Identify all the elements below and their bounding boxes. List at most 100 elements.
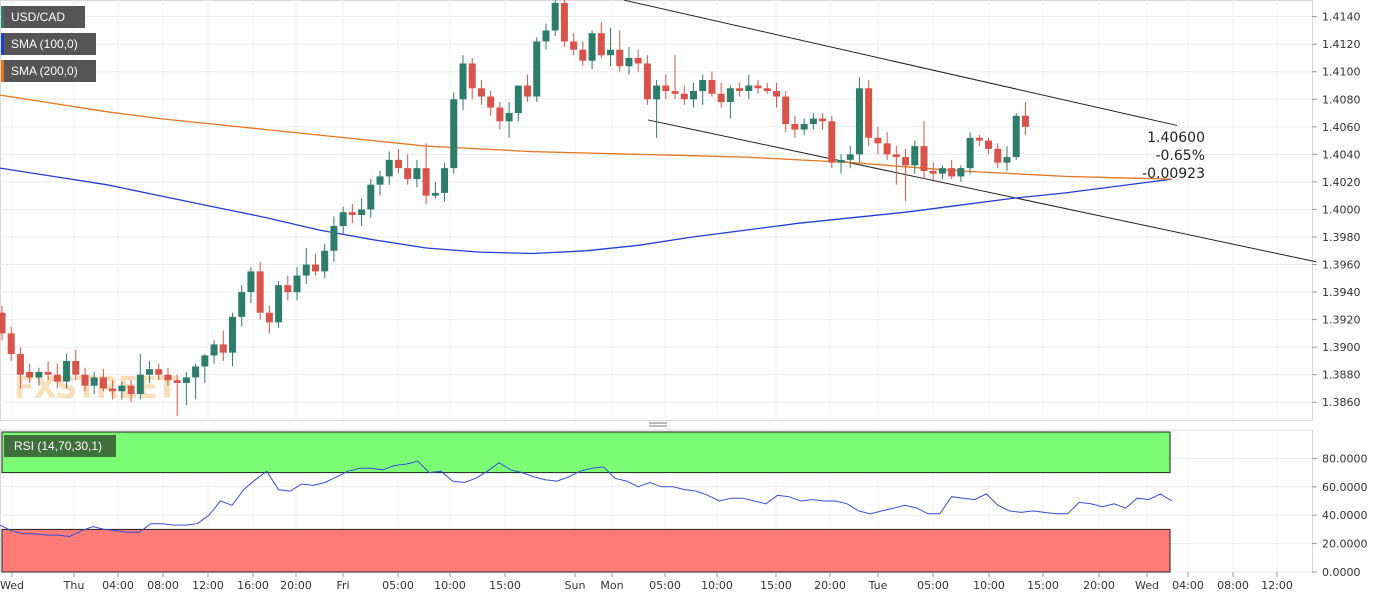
candle: [892, 146, 900, 185]
candle-body: [26, 371, 34, 378]
candle: [505, 102, 513, 138]
candle: [902, 148, 910, 202]
x-tick-label: Thu: [63, 579, 85, 592]
candle-body: [736, 88, 744, 92]
candle-body: [782, 96, 790, 125]
candle-body: [911, 146, 919, 166]
change-pct-label: -0.65%: [1155, 148, 1205, 164]
legend-sma100[interactable]: SMA (100,0): [1, 33, 96, 55]
candle-body: [643, 63, 651, 100]
x-tick-label: 05:00: [917, 579, 949, 592]
candle: [16, 347, 24, 389]
candle: [496, 102, 504, 130]
candle-body: [874, 137, 882, 144]
legend-rsi[interactable]: RSI (14,70,30,1): [4, 435, 116, 457]
candle: [284, 275, 292, 301]
candle-body: [7, 333, 15, 355]
channel-lines: [623, 0, 1317, 263]
candle: [643, 55, 651, 105]
candle-body: [855, 88, 863, 155]
candle-body: [699, 80, 707, 92]
candle-body: [588, 33, 596, 61]
candle: [358, 198, 366, 226]
candle-body: [238, 292, 246, 317]
candle-body: [819, 118, 827, 122]
symbol-color-swatch: [1, 6, 4, 28]
candle-body: [625, 57, 633, 67]
candle: [265, 305, 273, 334]
price-tick-label: 1.4120: [1322, 38, 1361, 51]
candle: [99, 369, 107, 392]
candle-body: [201, 355, 209, 367]
candle: [809, 113, 817, 130]
pane-resize-handle[interactable]: [649, 422, 667, 427]
candle-body: [72, 360, 80, 375]
axes: 1.4140 1.4120 1.4100 1.4080 1.4060 1.4040 1.40…: [0, 11, 1367, 592]
candle: [136, 354, 144, 400]
legend-sma200[interactable]: SMA (200,0): [1, 60, 96, 82]
overbought-zone: [1, 431, 1171, 474]
sma100-color-swatch: [1, 33, 4, 55]
candle: [699, 74, 707, 105]
candle-body: [579, 49, 587, 61]
candle-body: [487, 96, 495, 108]
candle: [109, 380, 117, 400]
price-tick-label: 1.4000: [1322, 203, 1361, 216]
candle-body: [146, 369, 154, 375]
candle: [920, 121, 928, 180]
candle: [376, 170, 384, 196]
candle: [938, 165, 946, 180]
candle-body: [450, 99, 458, 169]
candle: [192, 363, 200, 400]
candle: [293, 267, 301, 301]
candle-body: [846, 154, 854, 160]
rsi-zones: [1, 431, 1171, 573]
candle-body: [339, 212, 347, 226]
candle-body: [367, 184, 375, 210]
candle-body: [505, 113, 513, 122]
candle-body: [63, 360, 71, 382]
x-tick-label: 20:00: [280, 579, 312, 592]
candle: [560, 0, 568, 47]
candles: [0, 0, 1029, 416]
candle-body: [385, 159, 393, 177]
candle: [0, 305, 6, 341]
candle: [625, 46, 633, 75]
x-tick-label: 20:00: [814, 579, 846, 592]
candle: [394, 148, 402, 174]
candle-body: [284, 285, 292, 293]
x-tick-label: 20:00: [1083, 579, 1115, 592]
candle-body: [293, 275, 301, 293]
candle: [72, 349, 80, 381]
candle: [182, 371, 190, 405]
candle: [579, 41, 587, 67]
candle: [551, 0, 559, 36]
rsi-tick-label: 80.0000: [1322, 452, 1368, 465]
candle-body: [865, 88, 873, 138]
candle-body: [441, 168, 449, 193]
candle: [763, 82, 771, 94]
candle-body: [514, 85, 522, 114]
candle-body: [348, 212, 356, 215]
price-tick-label: 1.4140: [1322, 11, 1361, 24]
candle: [146, 360, 154, 383]
candle-body: [570, 41, 578, 50]
candle: [570, 33, 578, 56]
x-tick-label: 04:00: [1172, 579, 1204, 592]
candle: [201, 354, 209, 383]
candle-body: [155, 369, 163, 375]
x-tick-label: Wed: [0, 579, 24, 592]
rsi-tick-label: 40.0000: [1322, 509, 1368, 522]
legend-symbol[interactable]: USD/CAD: [1, 6, 85, 28]
candle: [975, 135, 983, 147]
price-tick-label: 1.3880: [1322, 369, 1361, 382]
candle-body: [745, 85, 753, 92]
candle-body: [173, 380, 181, 383]
price-tick-label: 1.4100: [1322, 66, 1361, 79]
candle-body: [966, 137, 974, 169]
candle-body: [560, 2, 568, 42]
candle: [53, 363, 61, 389]
x-tick-label: Wed: [1135, 579, 1159, 592]
price-tick-label: 1.3860: [1322, 396, 1361, 409]
candle-body: [957, 168, 965, 177]
